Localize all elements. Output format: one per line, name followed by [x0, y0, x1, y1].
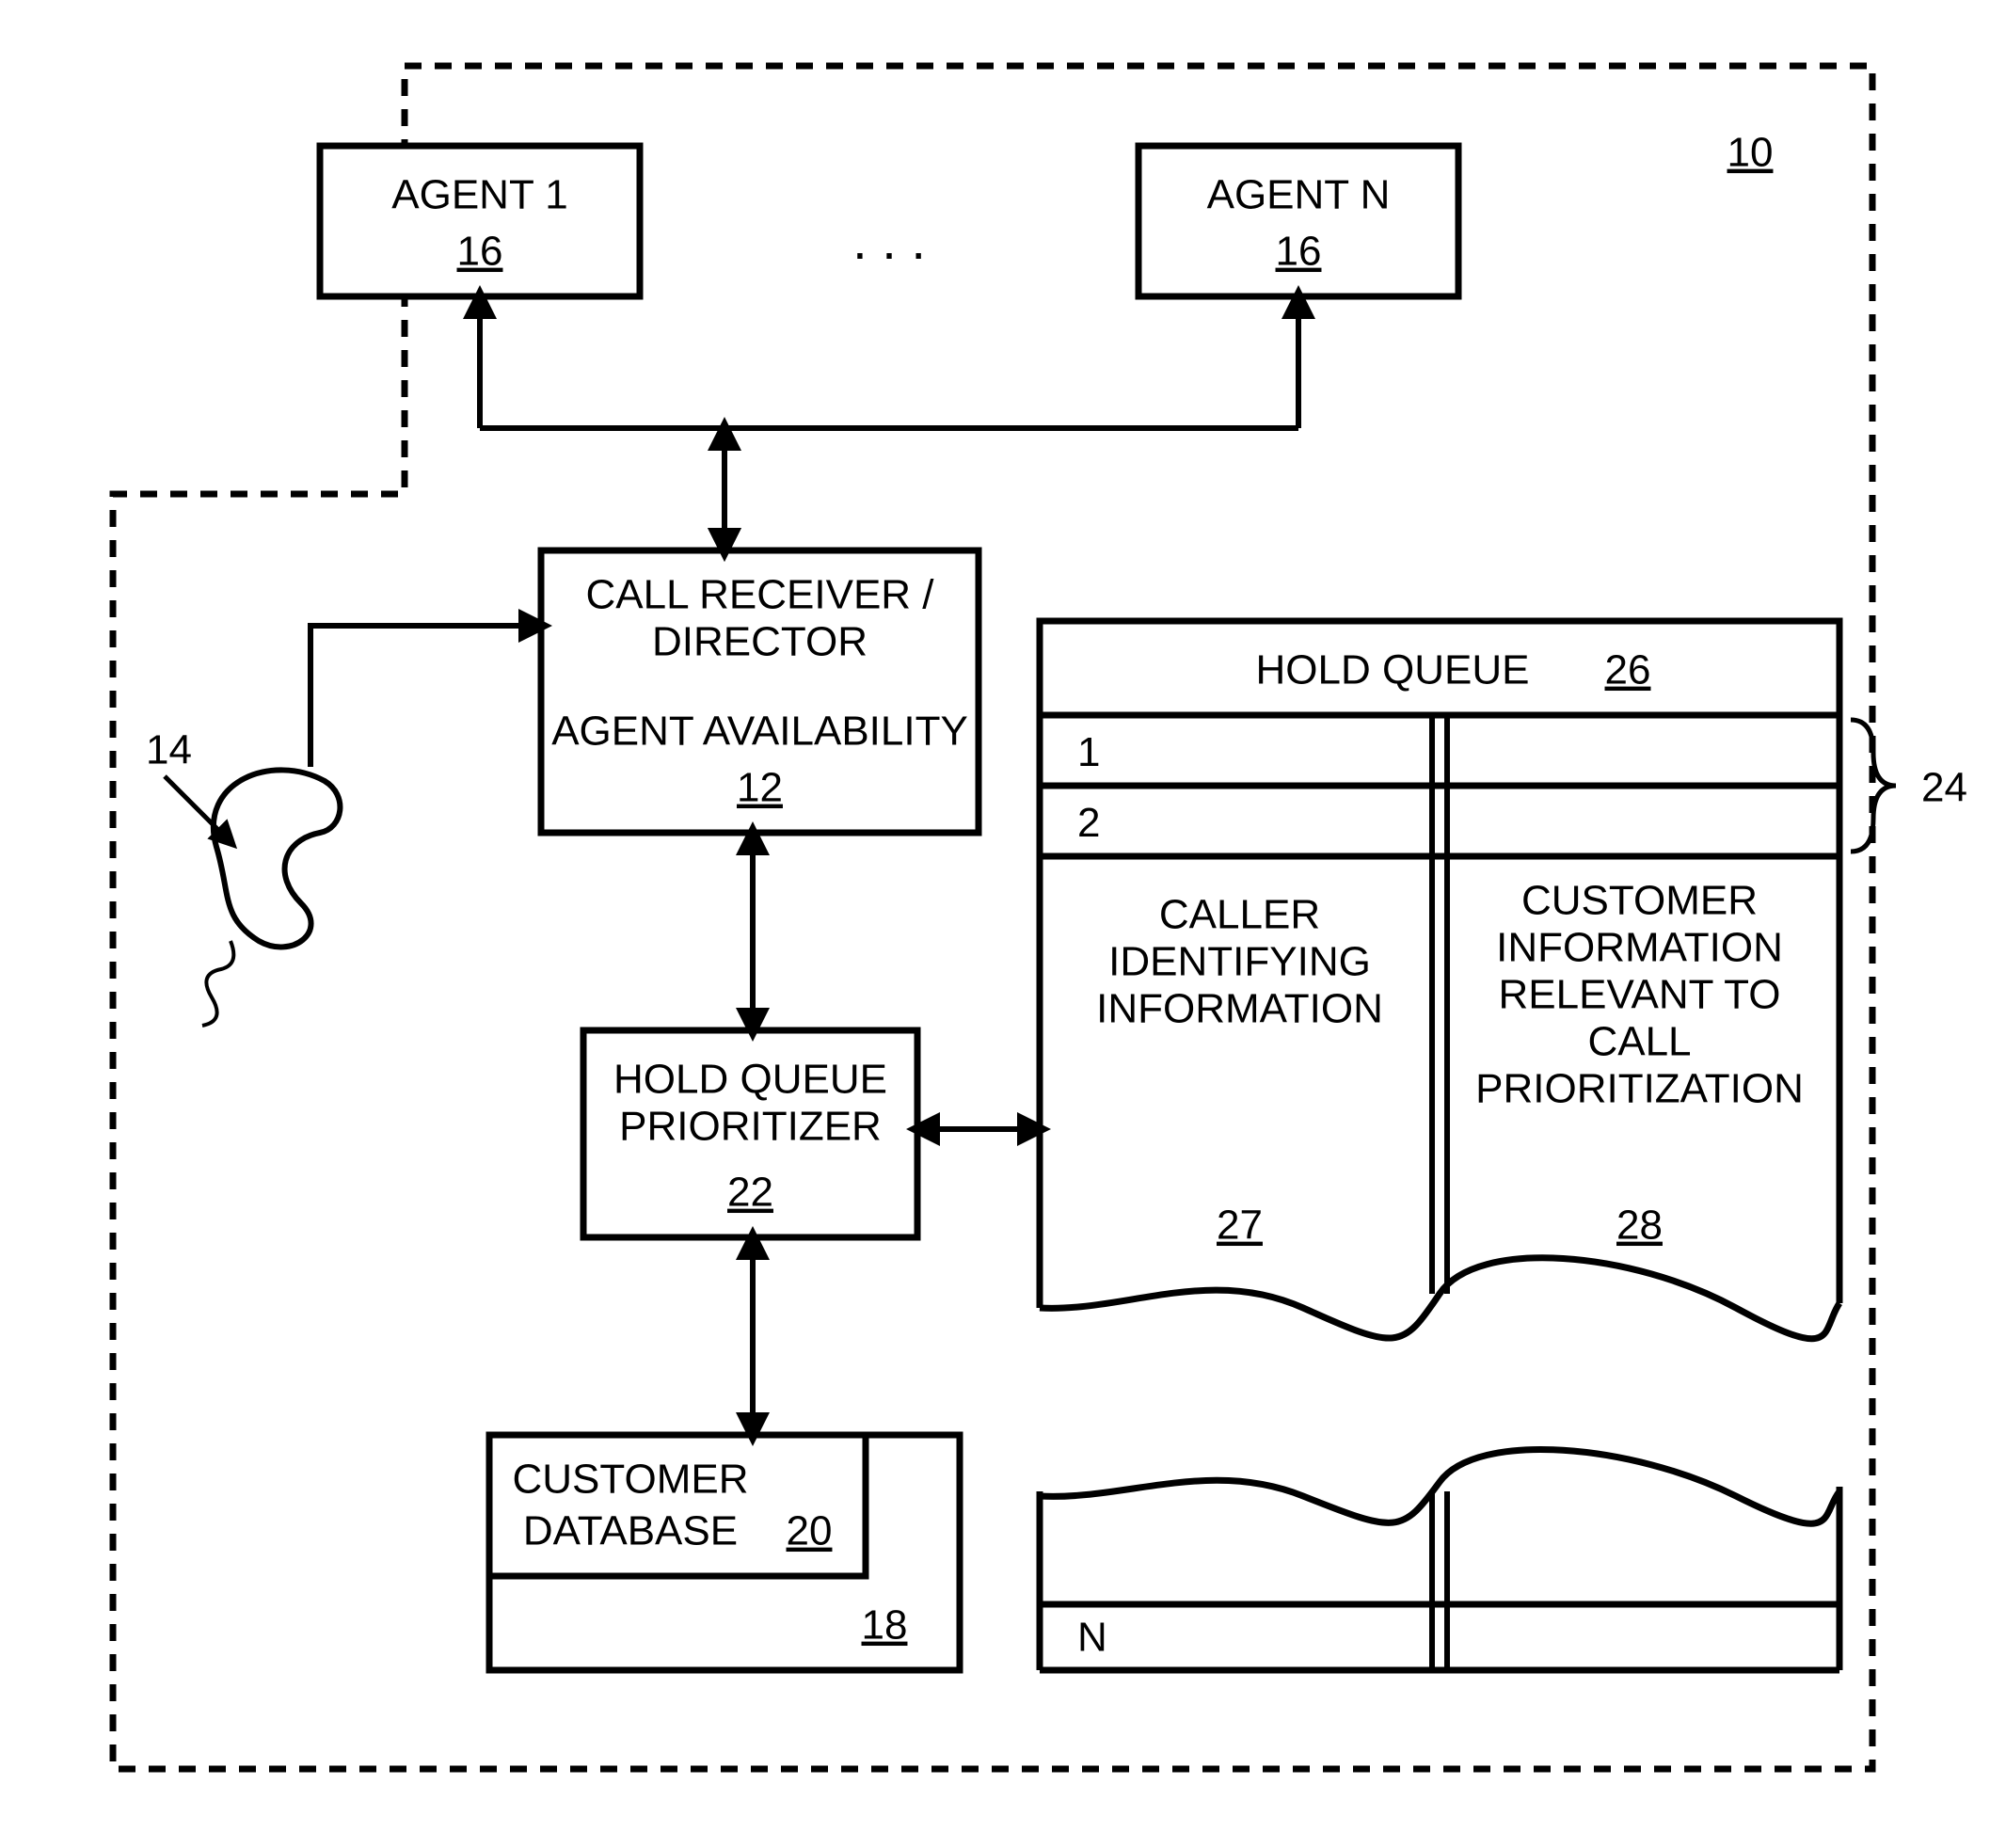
- svg-text:. . .: . . .: [852, 211, 926, 270]
- svg-text:N: N: [1077, 1615, 1107, 1661]
- svg-text:AGENT AVAILABILITY: AGENT AVAILABILITY: [551, 709, 968, 755]
- svg-text:DATABASE: DATABASE: [523, 1508, 738, 1554]
- svg-text:INFORMATION: INFORMATION: [1496, 925, 1783, 971]
- svg-text:CALL RECEIVER /: CALL RECEIVER /: [585, 572, 934, 618]
- svg-text:20: 20: [787, 1508, 833, 1554]
- svg-text:AGENT 1: AGENT 1: [391, 172, 567, 218]
- svg-text:HOLD QUEUE: HOLD QUEUE: [1256, 647, 1530, 693]
- svg-text:CUSTOMER: CUSTOMER: [1521, 878, 1758, 924]
- svg-text:PRIORITIZATION: PRIORITIZATION: [1475, 1066, 1804, 1112]
- svg-text:16: 16: [1276, 229, 1322, 275]
- svg-text:IDENTIFYING: IDENTIFYING: [1108, 939, 1371, 985]
- svg-text:24: 24: [1921, 765, 1967, 811]
- svg-text:PRIORITIZER: PRIORITIZER: [619, 1104, 882, 1150]
- svg-text:1: 1: [1077, 729, 1100, 775]
- svg-text:22: 22: [727, 1170, 773, 1216]
- svg-text:16: 16: [457, 229, 503, 275]
- svg-text:10: 10: [1727, 130, 1774, 176]
- svg-text:CUSTOMER: CUSTOMER: [513, 1457, 749, 1503]
- svg-text:2: 2: [1077, 800, 1100, 846]
- svg-text:12: 12: [737, 765, 783, 811]
- svg-text:26: 26: [1605, 647, 1651, 693]
- svg-text:14: 14: [146, 727, 192, 773]
- svg-text:DIRECTOR: DIRECTOR: [652, 619, 868, 665]
- svg-text:CALL: CALL: [1587, 1019, 1691, 1065]
- svg-text:18: 18: [862, 1602, 908, 1649]
- svg-text:HOLD QUEUE: HOLD QUEUE: [613, 1057, 887, 1103]
- svg-text:27: 27: [1217, 1203, 1263, 1249]
- svg-text:RELEVANT TO: RELEVANT TO: [1499, 972, 1781, 1018]
- svg-text:AGENT N: AGENT N: [1207, 172, 1391, 218]
- svg-text:CALLER: CALLER: [1159, 892, 1320, 938]
- svg-text:28: 28: [1616, 1203, 1663, 1249]
- svg-text:INFORMATION: INFORMATION: [1096, 986, 1383, 1032]
